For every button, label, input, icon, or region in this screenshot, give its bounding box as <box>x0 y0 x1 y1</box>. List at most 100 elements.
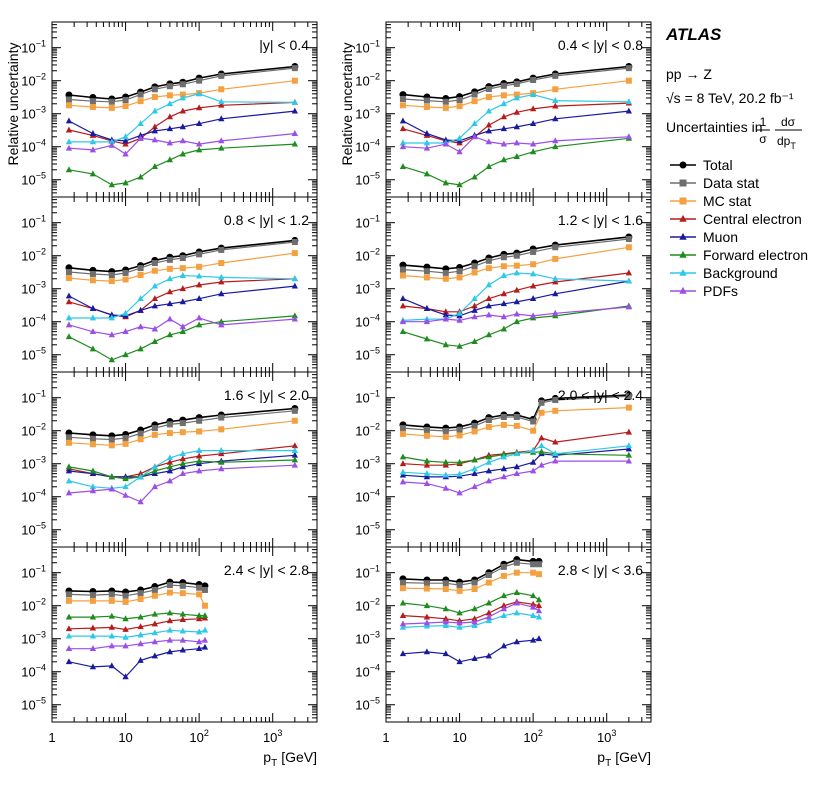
data-point <box>423 130 431 136</box>
series-line <box>402 612 540 629</box>
data-point <box>442 427 449 434</box>
y-tick-exponent: −5 <box>370 521 380 531</box>
y-tick-base: 10 <box>355 632 369 647</box>
data-point <box>456 623 463 630</box>
series-data-stat <box>65 65 298 105</box>
data-point <box>137 134 144 141</box>
x-tick-base: 10 <box>597 730 611 745</box>
y-tick-base: 10 <box>355 391 369 406</box>
legend-marker <box>679 250 687 258</box>
legend-label: Total <box>703 157 733 173</box>
data-point <box>122 269 129 276</box>
data-point <box>122 97 129 104</box>
data-point <box>485 257 492 264</box>
data-point <box>513 108 520 115</box>
data-point <box>471 605 478 612</box>
data-point <box>151 638 158 645</box>
data-point <box>471 313 478 320</box>
y-tick-label: 10−3 <box>355 105 380 122</box>
data-point <box>179 590 186 597</box>
data-point <box>500 254 507 261</box>
series-background <box>65 272 299 321</box>
data-point <box>442 98 449 105</box>
series-line <box>402 638 540 663</box>
data-point <box>291 447 299 453</box>
data-point <box>471 263 478 270</box>
data-point <box>291 239 298 246</box>
y-tick-label: 10−4 <box>355 488 380 505</box>
y-tick-base: 10 <box>21 632 35 647</box>
data-point <box>399 468 407 475</box>
data-point <box>179 298 186 305</box>
y-axis-title: Relative uncertainty <box>5 43 21 166</box>
data-point <box>471 295 478 302</box>
y-tick-base: 10 <box>21 107 35 122</box>
data-point <box>530 261 537 268</box>
data-point <box>195 615 203 622</box>
y-tick-exponent: −3 <box>36 455 46 465</box>
data-point <box>195 272 203 279</box>
y-tick-base: 10 <box>355 698 369 713</box>
data-point <box>218 321 225 328</box>
y-tick-label: 10−1 <box>21 39 46 56</box>
data-point <box>179 137 186 144</box>
series-central-electron <box>65 275 299 320</box>
data-point <box>471 622 478 628</box>
data-point <box>423 318 431 325</box>
series-line <box>68 464 295 503</box>
data-point <box>399 623 407 630</box>
data-point <box>423 470 431 477</box>
series-line <box>69 612 205 620</box>
x-tick-exponent: 3 <box>611 728 616 738</box>
series-data-stat <box>65 407 298 443</box>
data-point <box>195 140 203 147</box>
y-tick-label: 10−3 <box>21 280 46 297</box>
legend-entry-background: Background <box>670 265 778 281</box>
data-point <box>122 615 129 622</box>
x-tick-base: 10 <box>189 730 203 745</box>
x-axis-unit: [GeV] <box>281 749 317 765</box>
data-point <box>151 620 158 627</box>
data-point <box>108 141 115 148</box>
y-tick-base: 10 <box>355 216 369 231</box>
panel-2-4-y-2-8: 10−510−410−310−210−1 2.4 < |y| < 2.81 10 10… <box>21 546 318 769</box>
data-point <box>485 613 492 620</box>
y-tick-exponent: −5 <box>36 696 46 706</box>
data-point <box>399 425 406 432</box>
data-point <box>196 417 203 424</box>
panel-rapidity-label: 1.2 < |y| < 1.6 <box>558 212 643 228</box>
legend-marker <box>679 286 687 294</box>
data-point <box>471 338 478 344</box>
data-point <box>291 130 299 136</box>
data-point <box>625 133 633 140</box>
data-point <box>151 282 158 289</box>
data-point <box>471 302 478 309</box>
data-point <box>122 309 129 316</box>
y-tick-base: 10 <box>21 348 35 363</box>
data-point <box>65 625 73 632</box>
y-tick-exponent: −1 <box>36 389 46 399</box>
data-point <box>151 610 158 617</box>
data-point <box>89 305 97 311</box>
series-line <box>69 591 206 606</box>
data-point <box>538 442 545 449</box>
data-point <box>179 420 186 427</box>
process-label: pp → Z <box>666 66 712 82</box>
y-tick-label: 10−1 <box>355 564 380 581</box>
data-point <box>485 453 492 460</box>
y-tick-exponent: −1 <box>36 214 46 224</box>
data-point <box>535 571 542 578</box>
y-tick-base: 10 <box>21 566 35 581</box>
series-pdfs <box>65 636 209 652</box>
data-point <box>456 432 463 439</box>
series-data-stat <box>399 559 542 589</box>
series-line <box>68 101 295 145</box>
data-point <box>529 636 537 643</box>
data-point <box>442 586 449 593</box>
series-line <box>402 601 540 622</box>
data-point <box>179 610 186 617</box>
series-pdfs <box>65 461 299 505</box>
legend-entries: Total Data stat MC stat Central electron Muo… <box>670 157 808 299</box>
data-point <box>151 302 158 309</box>
data-point <box>196 251 203 258</box>
